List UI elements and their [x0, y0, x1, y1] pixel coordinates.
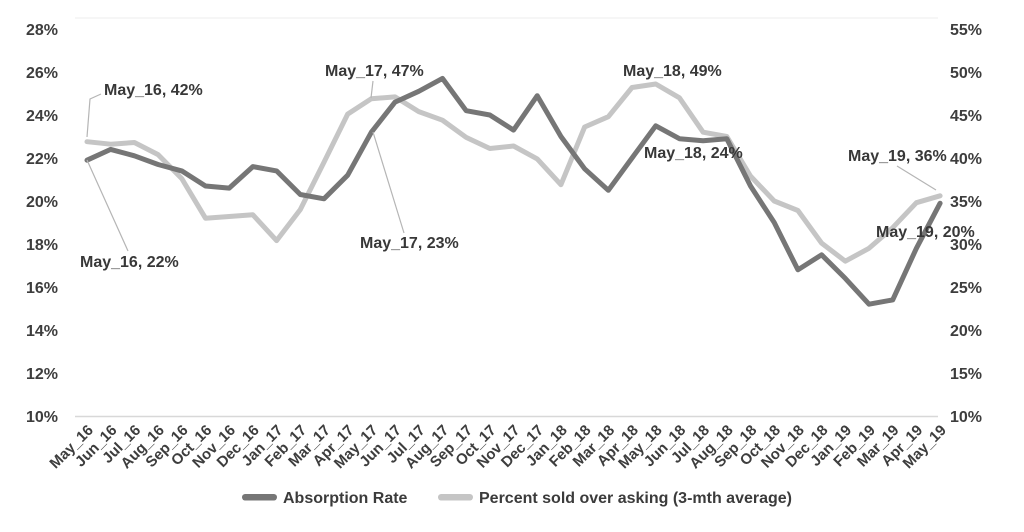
- annotation-leader-line: [86, 93, 102, 138]
- right-axis-tick-label: 10%: [950, 409, 982, 426]
- right-axis-tick-label: 55%: [950, 22, 982, 39]
- right-axis-tick-label: 20%: [950, 323, 982, 340]
- annotation-label: May_19, 20%: [876, 224, 975, 241]
- right-axis-tick-label: 50%: [950, 65, 982, 82]
- annotation-leader-line: [896, 165, 937, 191]
- annotation-label: May_19, 36%: [848, 148, 947, 165]
- right-axis-tick-label: 30%: [950, 237, 982, 254]
- right-axis-tick-label: 25%: [950, 280, 982, 297]
- right-axis-tick-label: 45%: [950, 108, 982, 125]
- legend-swatch: [242, 494, 277, 501]
- left-axis-tick-label: 16%: [26, 280, 58, 297]
- left-axis-tick-label: 22%: [26, 151, 58, 168]
- left-axis-tick-label: 14%: [26, 323, 58, 340]
- left-axis-tick-label: 10%: [26, 409, 58, 426]
- annotation-label: May_16, 42%: [104, 82, 203, 99]
- annotation-leader-line: [370, 80, 374, 99]
- annotation-label: May_16, 22%: [80, 254, 179, 271]
- legend-label: Absorption Rate: [283, 490, 408, 507]
- left-axis-tick-label: 26%: [26, 65, 58, 82]
- left-axis-tick-label: 20%: [26, 194, 58, 211]
- left-axis-tick-label: 18%: [26, 237, 58, 254]
- left-axis-tick-label: 24%: [26, 108, 58, 125]
- annotation-label: May_17, 23%: [360, 235, 459, 252]
- left-axis-tick-label: 28%: [26, 22, 58, 39]
- right-axis-tick-label: 35%: [950, 194, 982, 211]
- annotation-leader-line: [86, 159, 129, 252]
- legend-swatch: [438, 494, 473, 501]
- legend-label: Percent sold over asking (3-mth average): [479, 490, 792, 507]
- annotation-label: May_18, 49%: [623, 63, 722, 80]
- left-axis-tick-label: 12%: [26, 366, 58, 383]
- annotation-label: May_17, 47%: [325, 63, 424, 80]
- series-line-percent-sold-over-asking-3-mth-average: [84, 81, 943, 264]
- right-axis-tick-label: 15%: [950, 366, 982, 383]
- annotation-leader-line: [372, 131, 405, 234]
- right-axis-tick-label: 40%: [950, 151, 982, 168]
- annotation-label: May_18, 24%: [644, 145, 743, 162]
- series-line-absorption-rate: [84, 75, 943, 307]
